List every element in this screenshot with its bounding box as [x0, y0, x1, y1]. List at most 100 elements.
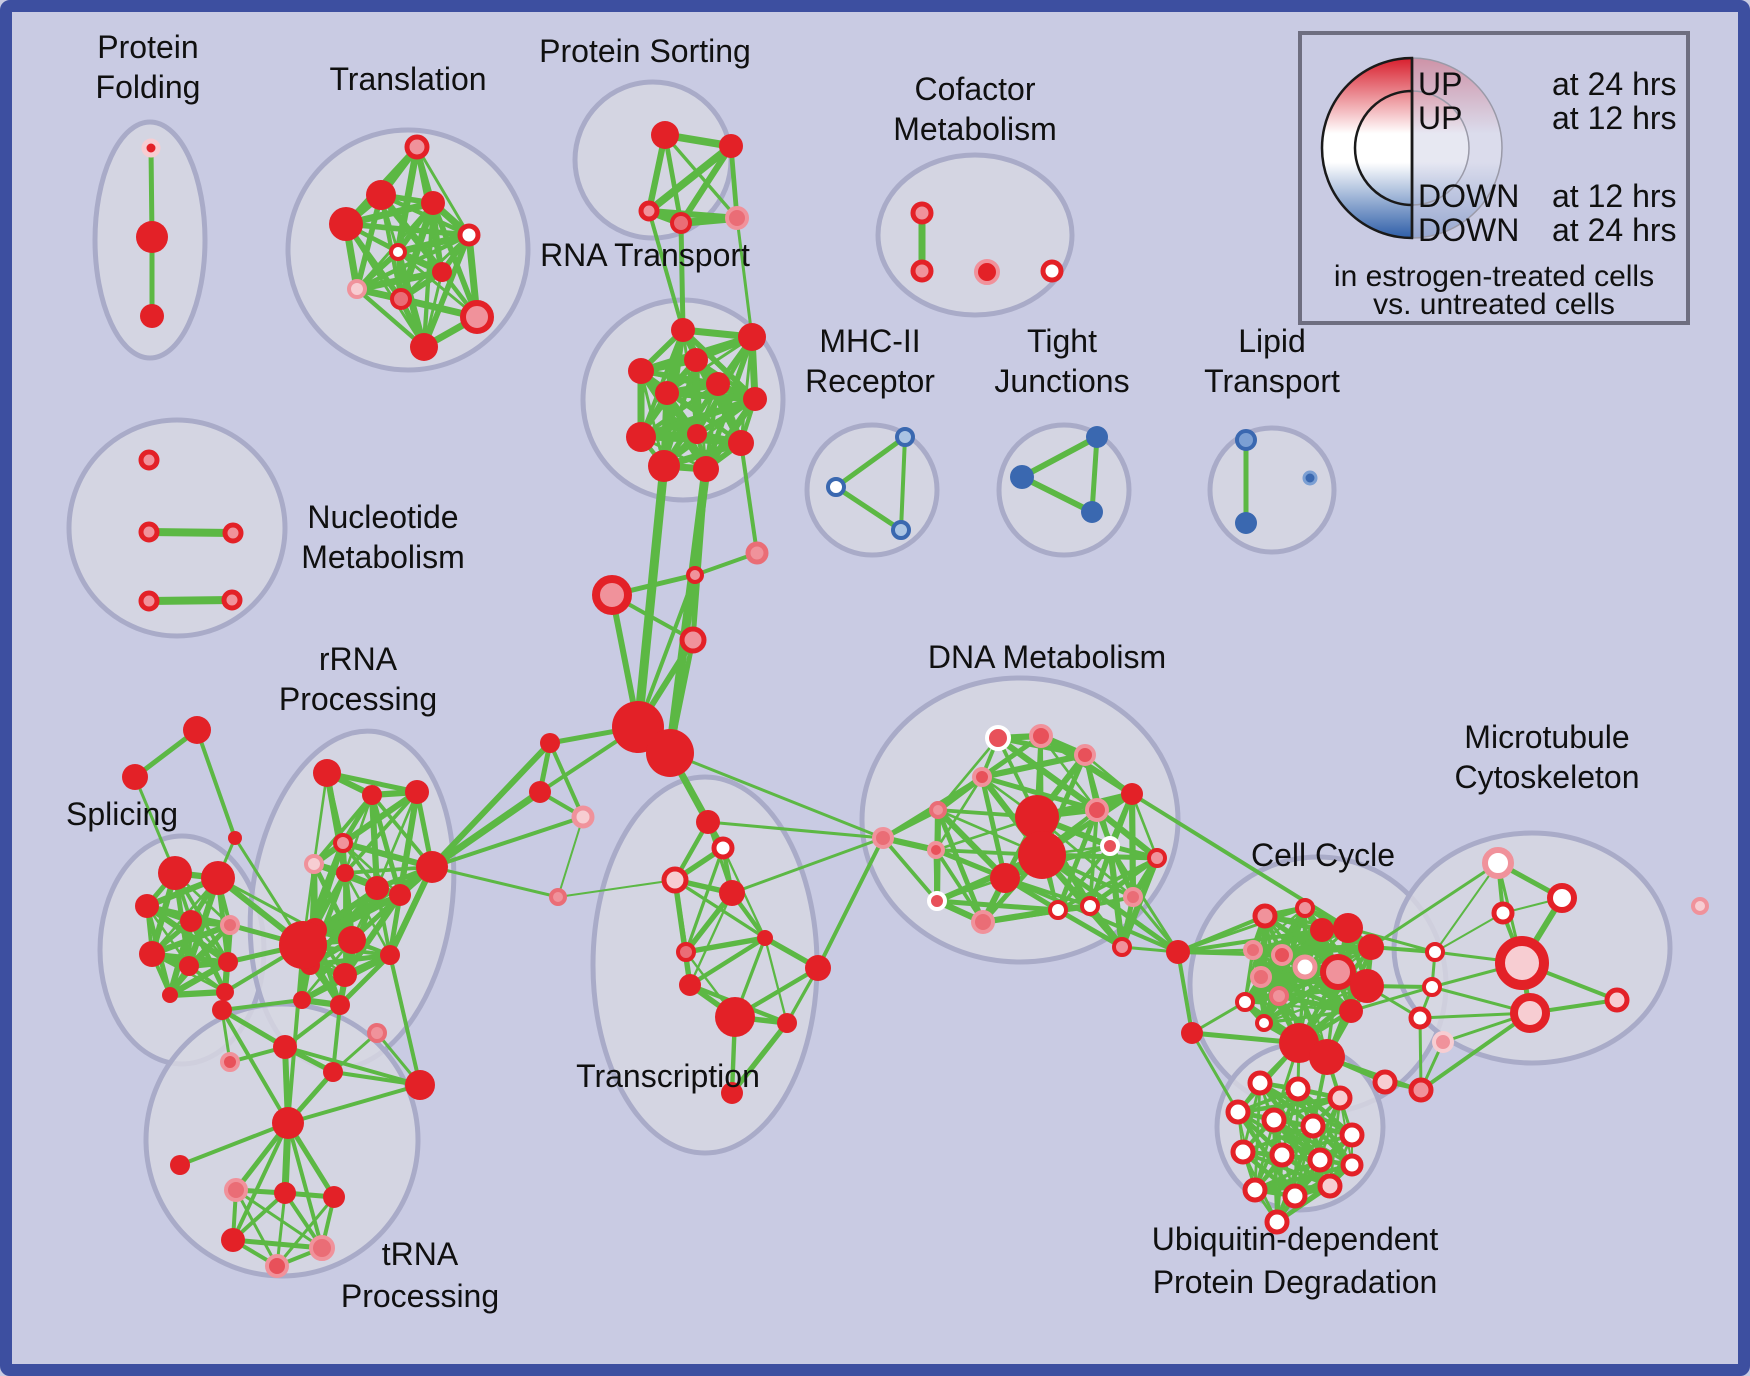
gene-node — [1123, 887, 1143, 907]
node-layer — [122, 121, 1709, 1278]
gene-node — [265, 1254, 289, 1278]
edge — [286, 1121, 324, 1250]
gene-node — [651, 121, 679, 149]
gene-node — [1547, 883, 1577, 913]
edge — [166, 988, 229, 999]
edge — [1039, 852, 1181, 955]
edge — [195, 728, 237, 840]
edge — [388, 953, 422, 1087]
gene-node — [1292, 954, 1318, 980]
gene-node — [638, 200, 660, 222]
edge — [220, 1008, 290, 1125]
gene-node — [333, 833, 353, 853]
edge — [133, 775, 177, 875]
edge — [394, 231, 473, 256]
edge — [216, 876, 317, 932]
legend-node-glyph — [1411, 90, 1470, 206]
edge — [1272, 1118, 1354, 1167]
cluster-label-pf: Folding — [96, 69, 201, 105]
gene-node — [333, 963, 357, 987]
gene-node — [1048, 900, 1068, 920]
edge — [683, 935, 768, 955]
cluster-label-rrna: Processing — [279, 681, 437, 717]
edge — [148, 921, 234, 958]
edge — [1089, 434, 1100, 515]
gene-node — [592, 575, 632, 615]
edge — [1130, 792, 1159, 860]
edge — [735, 216, 754, 339]
gene-node — [670, 212, 692, 234]
edge — [728, 143, 740, 221]
gene-node — [222, 522, 244, 544]
gene-node — [380, 945, 400, 965]
gene-node — [1100, 836, 1120, 856]
edge — [816, 836, 885, 970]
gene-node — [330, 995, 350, 1015]
gene-node — [910, 201, 934, 225]
edge — [680, 327, 758, 402]
gene-node — [347, 279, 367, 299]
gene-node — [405, 780, 429, 804]
edge — [1235, 1095, 1343, 1115]
gene-node — [389, 884, 411, 906]
edge — [430, 865, 560, 899]
edge — [678, 220, 686, 333]
gene-node — [329, 207, 363, 241]
gene-node — [738, 323, 766, 351]
edge — [349, 864, 435, 943]
gene-node — [1010, 465, 1034, 489]
cluster-label-trna: tRNA — [382, 1236, 459, 1272]
gene-node — [1317, 1173, 1343, 1199]
gene-node — [1295, 898, 1315, 918]
gene-node — [367, 1023, 387, 1043]
gene-node — [457, 223, 481, 247]
edge — [283, 1045, 422, 1087]
gene-node — [1282, 1183, 1308, 1209]
cluster-label-dna: DNA Metabolism — [928, 639, 1166, 675]
gene-node — [212, 1000, 232, 1020]
gene-node — [1408, 1006, 1432, 1030]
edge — [312, 771, 329, 866]
gene-node — [1243, 940, 1263, 960]
gene-node — [221, 1228, 245, 1252]
gene-node — [135, 894, 159, 918]
gene-node — [220, 1052, 240, 1072]
edge — [739, 335, 754, 445]
edge — [166, 958, 232, 999]
gene-node — [1040, 259, 1064, 283]
edge — [633, 461, 669, 732]
edge — [1019, 434, 1100, 480]
gene-node — [180, 910, 202, 932]
edge — [145, 528, 237, 537]
gene-node — [1269, 986, 1289, 1006]
gene-node — [1230, 1139, 1256, 1165]
gene-node — [1422, 977, 1442, 997]
gene-node — [416, 851, 448, 883]
gene-node — [293, 991, 311, 1009]
edge — [145, 596, 236, 605]
legend-direction-0: UP — [1418, 66, 1462, 102]
gene-node — [410, 333, 438, 361]
edge — [662, 132, 684, 226]
gene-node — [990, 863, 1020, 893]
cluster-label-lt: Transport — [1204, 363, 1340, 399]
cluster-bubble-lt — [1207, 425, 1337, 555]
edge — [994, 734, 1101, 814]
gene-node — [1604, 987, 1630, 1013]
gene-node — [1015, 795, 1059, 839]
legend-direction-1: UP — [1418, 100, 1462, 136]
cluster-label-trna: Processing — [341, 1278, 499, 1314]
edge — [1251, 906, 1307, 952]
edge — [687, 935, 768, 988]
gene-node — [1372, 1069, 1398, 1095]
edge — [1093, 806, 1161, 862]
gene-node — [826, 477, 846, 497]
gene-node — [684, 348, 708, 372]
edge — [275, 1191, 287, 1268]
gene-node — [1309, 1039, 1345, 1075]
edge — [1349, 985, 1434, 1013]
gene-node — [1235, 512, 1257, 534]
gene-node — [1269, 1142, 1295, 1168]
